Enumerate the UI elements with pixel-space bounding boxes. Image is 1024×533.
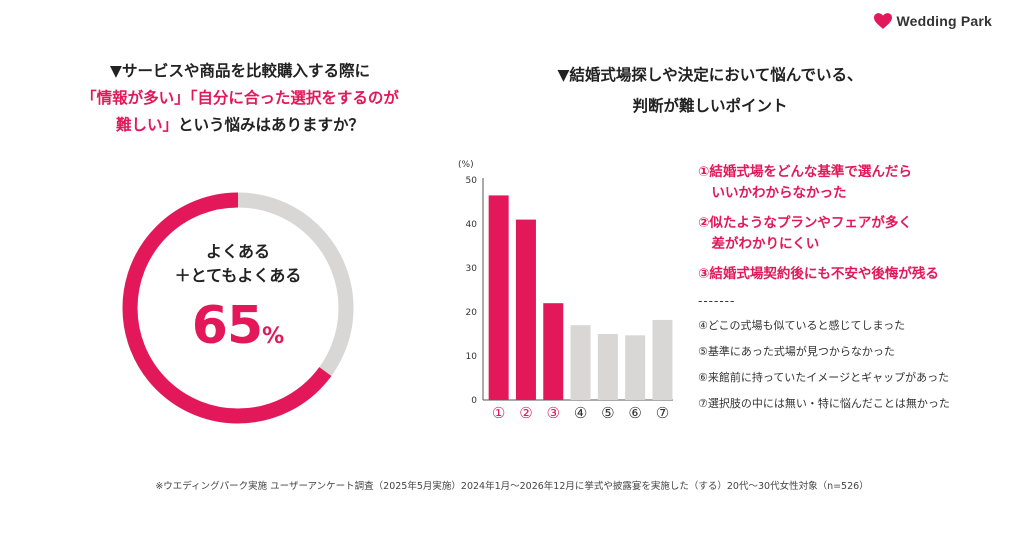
legend-item-7: ⑦選択肢の中には無い・特に悩んだことは無かった	[698, 397, 950, 410]
legend-item-6: ⑥来館前に持っていたイメージとギャップがあった	[698, 371, 950, 384]
donut-value-arc	[122, 192, 354, 424]
legend-item-2: ②似たようなプランやフェアが多く 差がわかりにくい	[698, 215, 912, 252]
left-title-line1: ▼サービスや商品を比較購入する際に	[110, 62, 370, 80]
y-tick-label: 10	[466, 352, 478, 362]
donut-label-line1: よくある	[205, 242, 270, 261]
donut-chart: よくある ＋とてもよくある 65%	[118, 188, 358, 428]
x-tick-label: ④	[574, 404, 587, 422]
donut-value-unit: %	[262, 324, 285, 349]
chart-legend: ①結婚式場をどんな基準で選んだら いいかわからなかった ②似たようなプランやフェ…	[698, 162, 1008, 422]
bar	[597, 334, 618, 400]
left-title-line3-emphasis: 難しい」	[115, 116, 178, 134]
donut-label-line2: ＋とてもよくある	[174, 266, 302, 285]
bar	[515, 219, 536, 400]
right-title-line2: 判断が難しいポイント	[632, 97, 788, 115]
bar	[652, 319, 673, 400]
bar	[625, 335, 646, 400]
right-title-line1: ▼結婚式場探しや決定において悩んでいる、	[557, 66, 863, 84]
left-question: ▼サービスや商品を比較購入する際に 「情報が多い」「自分に合った選択をするのが …	[70, 58, 410, 139]
x-tick-label: ②	[519, 404, 532, 422]
donut-value: 65%	[118, 296, 358, 356]
right-question: ▼結婚式場探しや決定において悩んでいる、 判断が難しいポイント	[520, 60, 900, 122]
x-tick-label: ⑥	[628, 404, 641, 422]
left-title-line3-rest: という悩みはありますか？	[178, 116, 365, 134]
legend-item-4: ④どこの式場も似ていると感じてしまった	[698, 319, 906, 332]
y-tick-label: 30	[466, 264, 478, 274]
legend-item-5: ⑤基準にあった式場が見つからなかった	[698, 345, 895, 358]
legend-separator: -------	[698, 294, 736, 308]
bar-chart: (%) 0 10 20 30 40 50 ① ② ③ ④ ⑤ ⑥ ⑦	[458, 160, 673, 422]
legend-item-3: ③結婚式場契約後にも不安や後悔が残る	[698, 266, 939, 282]
x-tick-label: ③	[547, 404, 560, 422]
x-tick-label: ⑤	[601, 404, 614, 422]
y-tick-label: 20	[466, 308, 478, 318]
y-tick-label: 40	[466, 220, 478, 230]
bar	[570, 325, 591, 400]
legend-item-1: ①結婚式場をどんな基準で選んだら いいかわからなかった	[698, 164, 912, 201]
brand-logo: Wedding Park	[873, 13, 993, 29]
heart-icon	[873, 13, 892, 29]
survey-footnote: ※ウエディングパーク実施 ユーザーアンケート調査（2025年5月実施）2024年…	[155, 481, 869, 492]
bar	[488, 195, 509, 400]
x-tick-label: ⑦	[656, 404, 669, 422]
left-title-line3: 難しい」という悩みはありますか？	[70, 112, 410, 139]
left-title-line2: 「情報が多い」「自分に合った選択をするのが	[81, 89, 399, 107]
y-axis-unit: (%)	[458, 160, 474, 170]
donut-svg	[122, 192, 354, 424]
y-tick-label: 0	[471, 396, 477, 406]
brand-name: Wedding Park	[896, 13, 992, 29]
x-tick-label: ①	[492, 404, 505, 422]
bar	[543, 303, 564, 400]
y-tick-label: 50	[466, 176, 478, 186]
donut-value-number: 65	[191, 296, 263, 356]
